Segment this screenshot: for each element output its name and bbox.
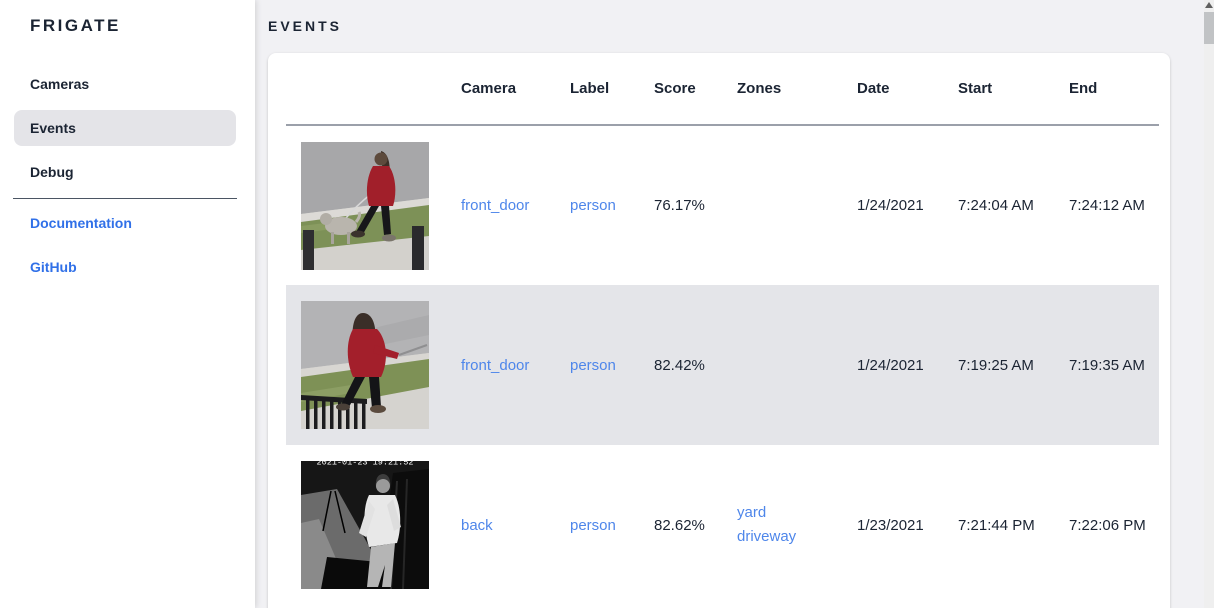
sidebar-item-debug[interactable]: Debug	[30, 164, 74, 180]
event-date-cell: 1/24/2021	[857, 356, 924, 374]
sidebar-item-events[interactable]: Events	[14, 110, 236, 146]
camera-link[interactable]: back	[461, 516, 493, 534]
events-card: Camera Label Score Zones Date Start End	[268, 53, 1170, 608]
label-link[interactable]: person	[570, 197, 616, 214]
label-link[interactable]: person	[570, 356, 616, 374]
event-camera-cell: back	[445, 445, 554, 605]
event-date-cell: 1/24/2021	[857, 197, 924, 214]
scrollbar-thumb[interactable]	[1204, 12, 1214, 44]
event-label-cell: person	[554, 445, 638, 605]
event-end-cell: 7:22:06 PM	[1069, 516, 1146, 534]
sidebar-nav: Cameras Events Debug Documentation GitHu…	[0, 66, 255, 285]
event-thumbnail[interactable]: 2021-01-23 19:21:52	[301, 461, 429, 589]
event-date-cell: 1/23/2021	[857, 516, 924, 534]
col-header-start: Start	[942, 53, 1053, 126]
camera-link[interactable]: front_door	[461, 197, 530, 214]
label-link[interactable]: person	[570, 516, 616, 534]
event-thumbnail-cell	[286, 285, 445, 445]
camera-link[interactable]: front_door	[461, 356, 530, 374]
event-thumbnail[interactable]	[301, 141, 429, 270]
table-row[interactable]: 2021-01-23 19:21:52 back person 82.62% y…	[286, 445, 1159, 605]
event-label-cell: person	[554, 125, 638, 285]
page-title: EVENTS	[268, 18, 343, 34]
col-header-label: Label	[554, 53, 638, 126]
event-start-cell: 7:19:25 AM	[958, 356, 1034, 374]
col-header-date: Date	[841, 53, 942, 126]
col-header-end: End	[1053, 53, 1159, 126]
event-camera-cell: front_door	[445, 125, 554, 285]
event-score-cell: 82.62%	[654, 516, 705, 534]
sidebar-item-cameras[interactable]: Cameras	[30, 76, 90, 92]
event-end-cell: 7:19:35 AM	[1069, 356, 1145, 374]
event-zones-cell	[721, 285, 841, 445]
event-start-cell: 7:24:04 AM	[958, 197, 1034, 214]
event-thumbnail-cell: 2021-01-23 19:21:52	[286, 445, 445, 605]
sidebar-item-github[interactable]: GitHub	[30, 259, 77, 275]
table-header-row: Camera Label Score Zones Date Start End	[286, 53, 1159, 126]
event-label-cell: person	[554, 285, 638, 445]
col-header-thumbnail	[286, 53, 445, 126]
col-header-score: Score	[638, 53, 721, 126]
event-end-cell: 7:24:12 AM	[1069, 197, 1145, 214]
zone-link[interactable]: driveway	[737, 528, 797, 545]
events-table: Camera Label Score Zones Date Start End	[286, 53, 1159, 605]
table-row[interactable]: front_door person 82.42% 1/24/2021 7:19:…	[286, 285, 1159, 445]
col-header-camera: Camera	[445, 53, 554, 126]
scrollbar[interactable]	[1204, 0, 1214, 608]
sidebar-divider	[13, 198, 237, 199]
sidebar-item-documentation[interactable]: Documentation	[30, 215, 132, 231]
event-score-cell: 76.17%	[654, 197, 705, 214]
event-zones-cell	[721, 125, 841, 285]
event-zones-cell: yard driveway	[721, 445, 841, 605]
col-header-zones: Zones	[721, 53, 841, 126]
main-content: EVENTS Camera Label Score Zones Date Sta…	[255, 0, 1214, 608]
event-score-cell: 82.42%	[654, 356, 705, 374]
thumbnail-timestamp-overlay: 2021-01-23 19:21:52	[317, 461, 414, 468]
table-row[interactable]: front_door person 76.17% 1/24/2021 7:24:…	[286, 125, 1159, 285]
event-thumbnail-cell	[286, 125, 445, 285]
scroll-up-arrow-icon[interactable]	[1205, 2, 1213, 8]
sidebar: FRIGATE Cameras Events Debug Documentati…	[0, 0, 255, 608]
zone-link[interactable]: yard	[737, 504, 767, 521]
event-camera-cell: front_door	[445, 285, 554, 445]
event-start-cell: 7:21:44 PM	[958, 516, 1035, 534]
event-thumbnail[interactable]	[301, 301, 429, 429]
app-logo: FRIGATE	[30, 16, 121, 35]
